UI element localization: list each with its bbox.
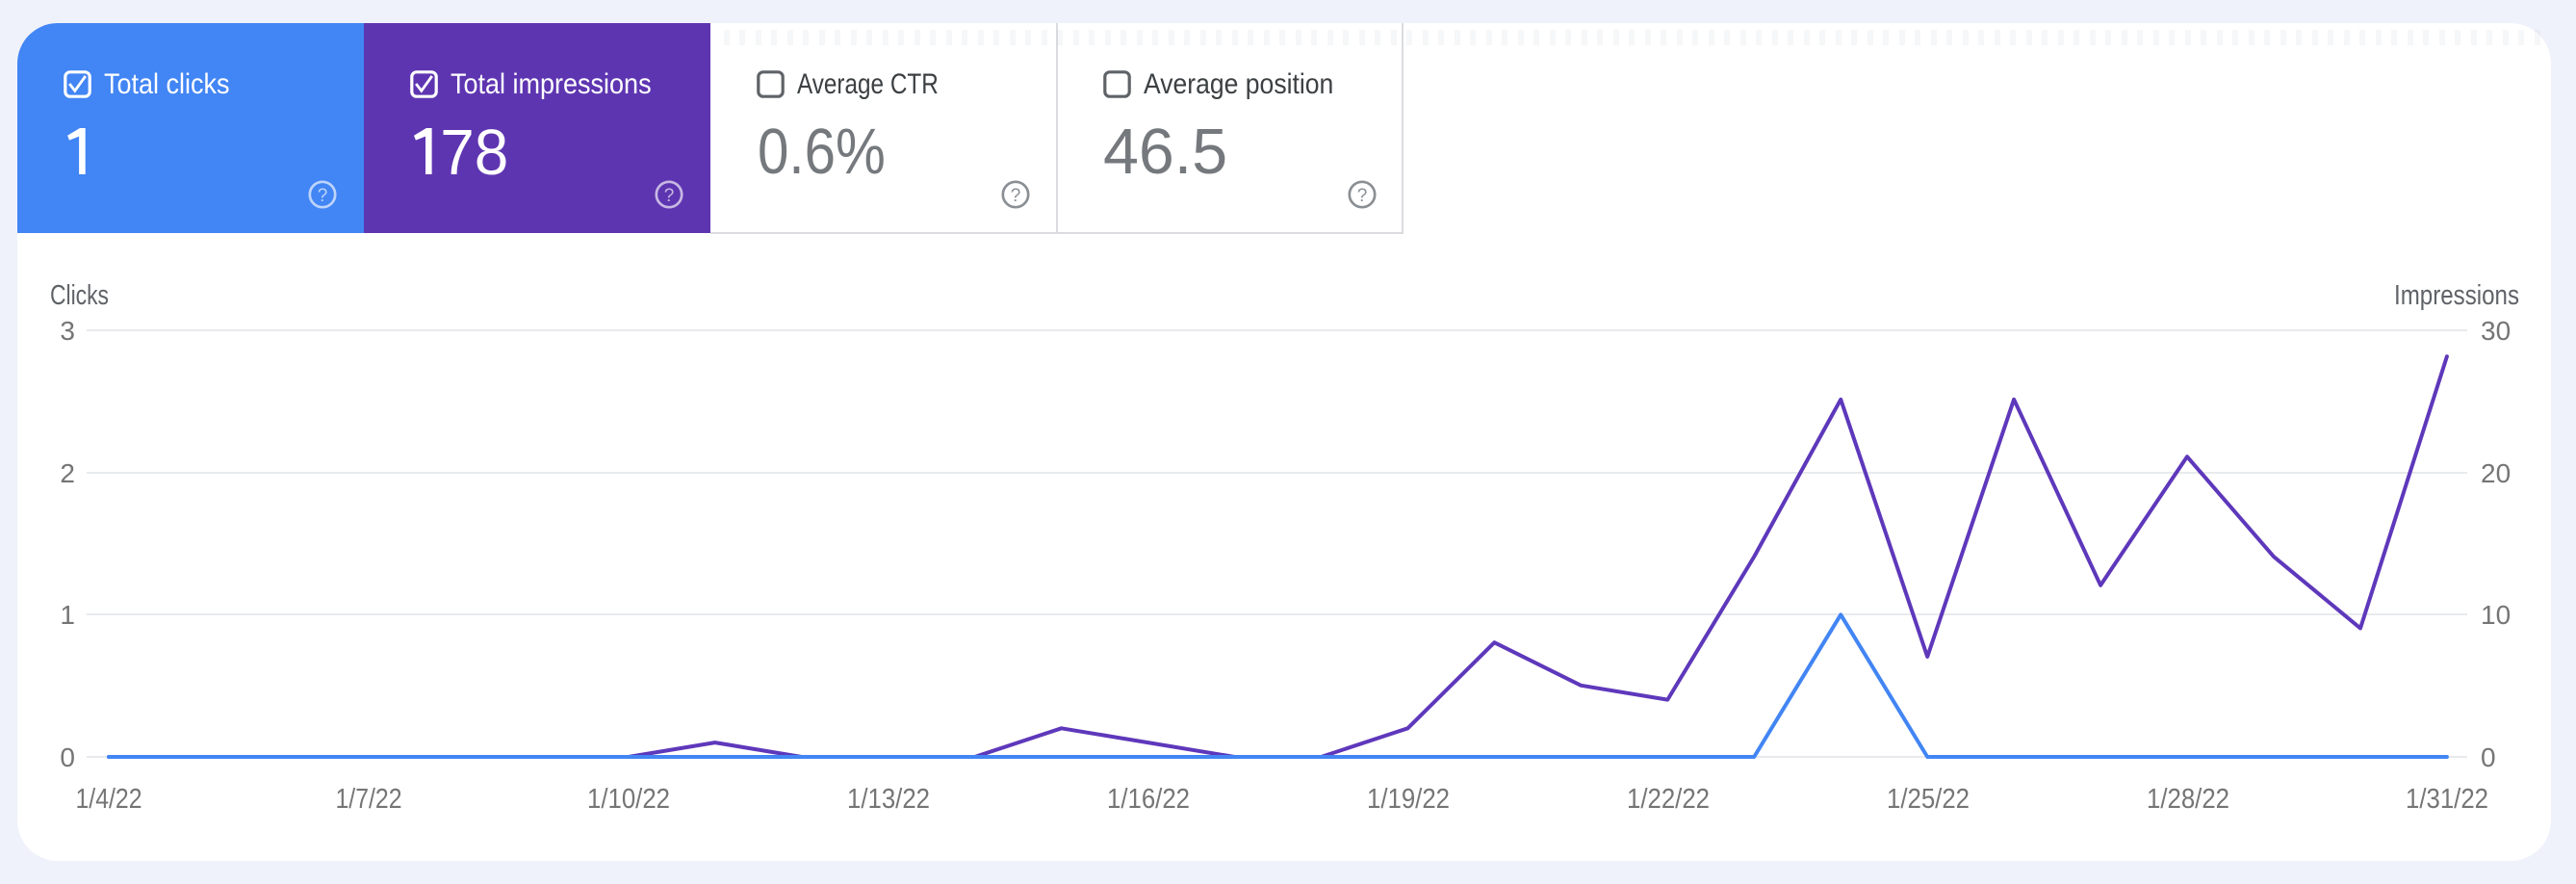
- svg-text:?: ?: [664, 186, 675, 206]
- svg-text:1/28/22: 1/28/22: [2147, 784, 2229, 815]
- svg-text:Clicks: Clicks: [50, 280, 109, 311]
- svg-text:0: 0: [2481, 742, 2496, 772]
- svg-text:1/25/22: 1/25/22: [1887, 784, 1970, 815]
- svg-text:1/16/22: 1/16/22: [1107, 784, 1190, 815]
- svg-text:3: 3: [60, 316, 75, 346]
- svg-text:2: 2: [60, 458, 75, 488]
- svg-text:1/19/22: 1/19/22: [1367, 784, 1450, 815]
- svg-text:20: 20: [2481, 458, 2511, 488]
- svg-text:30: 30: [2481, 316, 2511, 346]
- svg-text:?: ?: [1357, 186, 1368, 206]
- svg-text:1/22/22: 1/22/22: [1627, 784, 1710, 815]
- svg-text:1/7/22: 1/7/22: [336, 784, 402, 815]
- svg-text:78: 78: [440, 117, 508, 189]
- svg-text:1/4/22: 1/4/22: [76, 784, 142, 815]
- svg-text:10: 10: [2481, 600, 2511, 630]
- svg-text:?: ?: [318, 186, 328, 206]
- svg-text:1/10/22: 1/10/22: [587, 784, 670, 815]
- svg-text:?: ?: [1011, 186, 1021, 206]
- svg-text:0: 0: [60, 742, 75, 772]
- svg-text:1/13/22: 1/13/22: [847, 784, 930, 815]
- svg-text:1/31/22: 1/31/22: [2406, 784, 2488, 815]
- svg-text:1: 1: [60, 600, 75, 630]
- svg-text:Impressions: Impressions: [2394, 280, 2519, 311]
